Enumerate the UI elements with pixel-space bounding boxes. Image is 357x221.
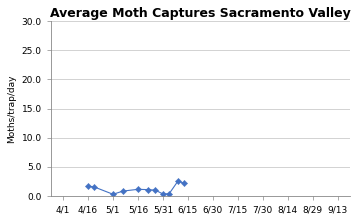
Y-axis label: Moths/trap/day: Moths/trap/day [7, 74, 16, 143]
Title: Average Moth Captures Sacramento Valley: Average Moth Captures Sacramento Valley [50, 7, 351, 20]
